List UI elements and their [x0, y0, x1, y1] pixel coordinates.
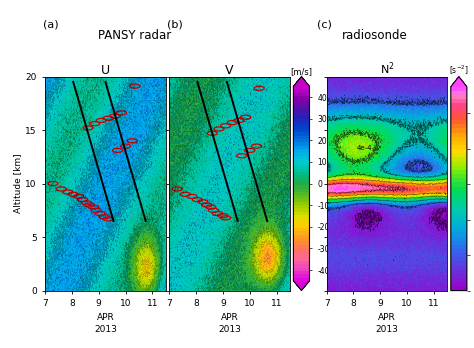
X-axis label: APR
2013: APR 2013 — [94, 314, 117, 334]
Text: 4e-4: 4e-4 — [356, 145, 372, 151]
X-axis label: APR
2013: APR 2013 — [218, 314, 241, 334]
Text: radiosonde: radiosonde — [342, 29, 407, 42]
Text: (b): (b) — [167, 19, 182, 30]
Title: N$^2$: N$^2$ — [380, 60, 394, 77]
PathPatch shape — [293, 281, 310, 291]
Title: U: U — [101, 64, 110, 77]
Text: PANSY radar: PANSY radar — [99, 29, 172, 42]
Text: (a): (a) — [43, 19, 58, 30]
Y-axis label: Altitude [km]: Altitude [km] — [13, 154, 22, 213]
PathPatch shape — [293, 77, 310, 86]
PathPatch shape — [451, 77, 467, 87]
Title: [m/s]: [m/s] — [291, 67, 312, 76]
Title: [s$^{-2}$]: [s$^{-2}$] — [449, 63, 469, 77]
Title: V: V — [225, 64, 234, 77]
X-axis label: APR
2013: APR 2013 — [375, 314, 399, 334]
Text: (c): (c) — [317, 19, 332, 30]
